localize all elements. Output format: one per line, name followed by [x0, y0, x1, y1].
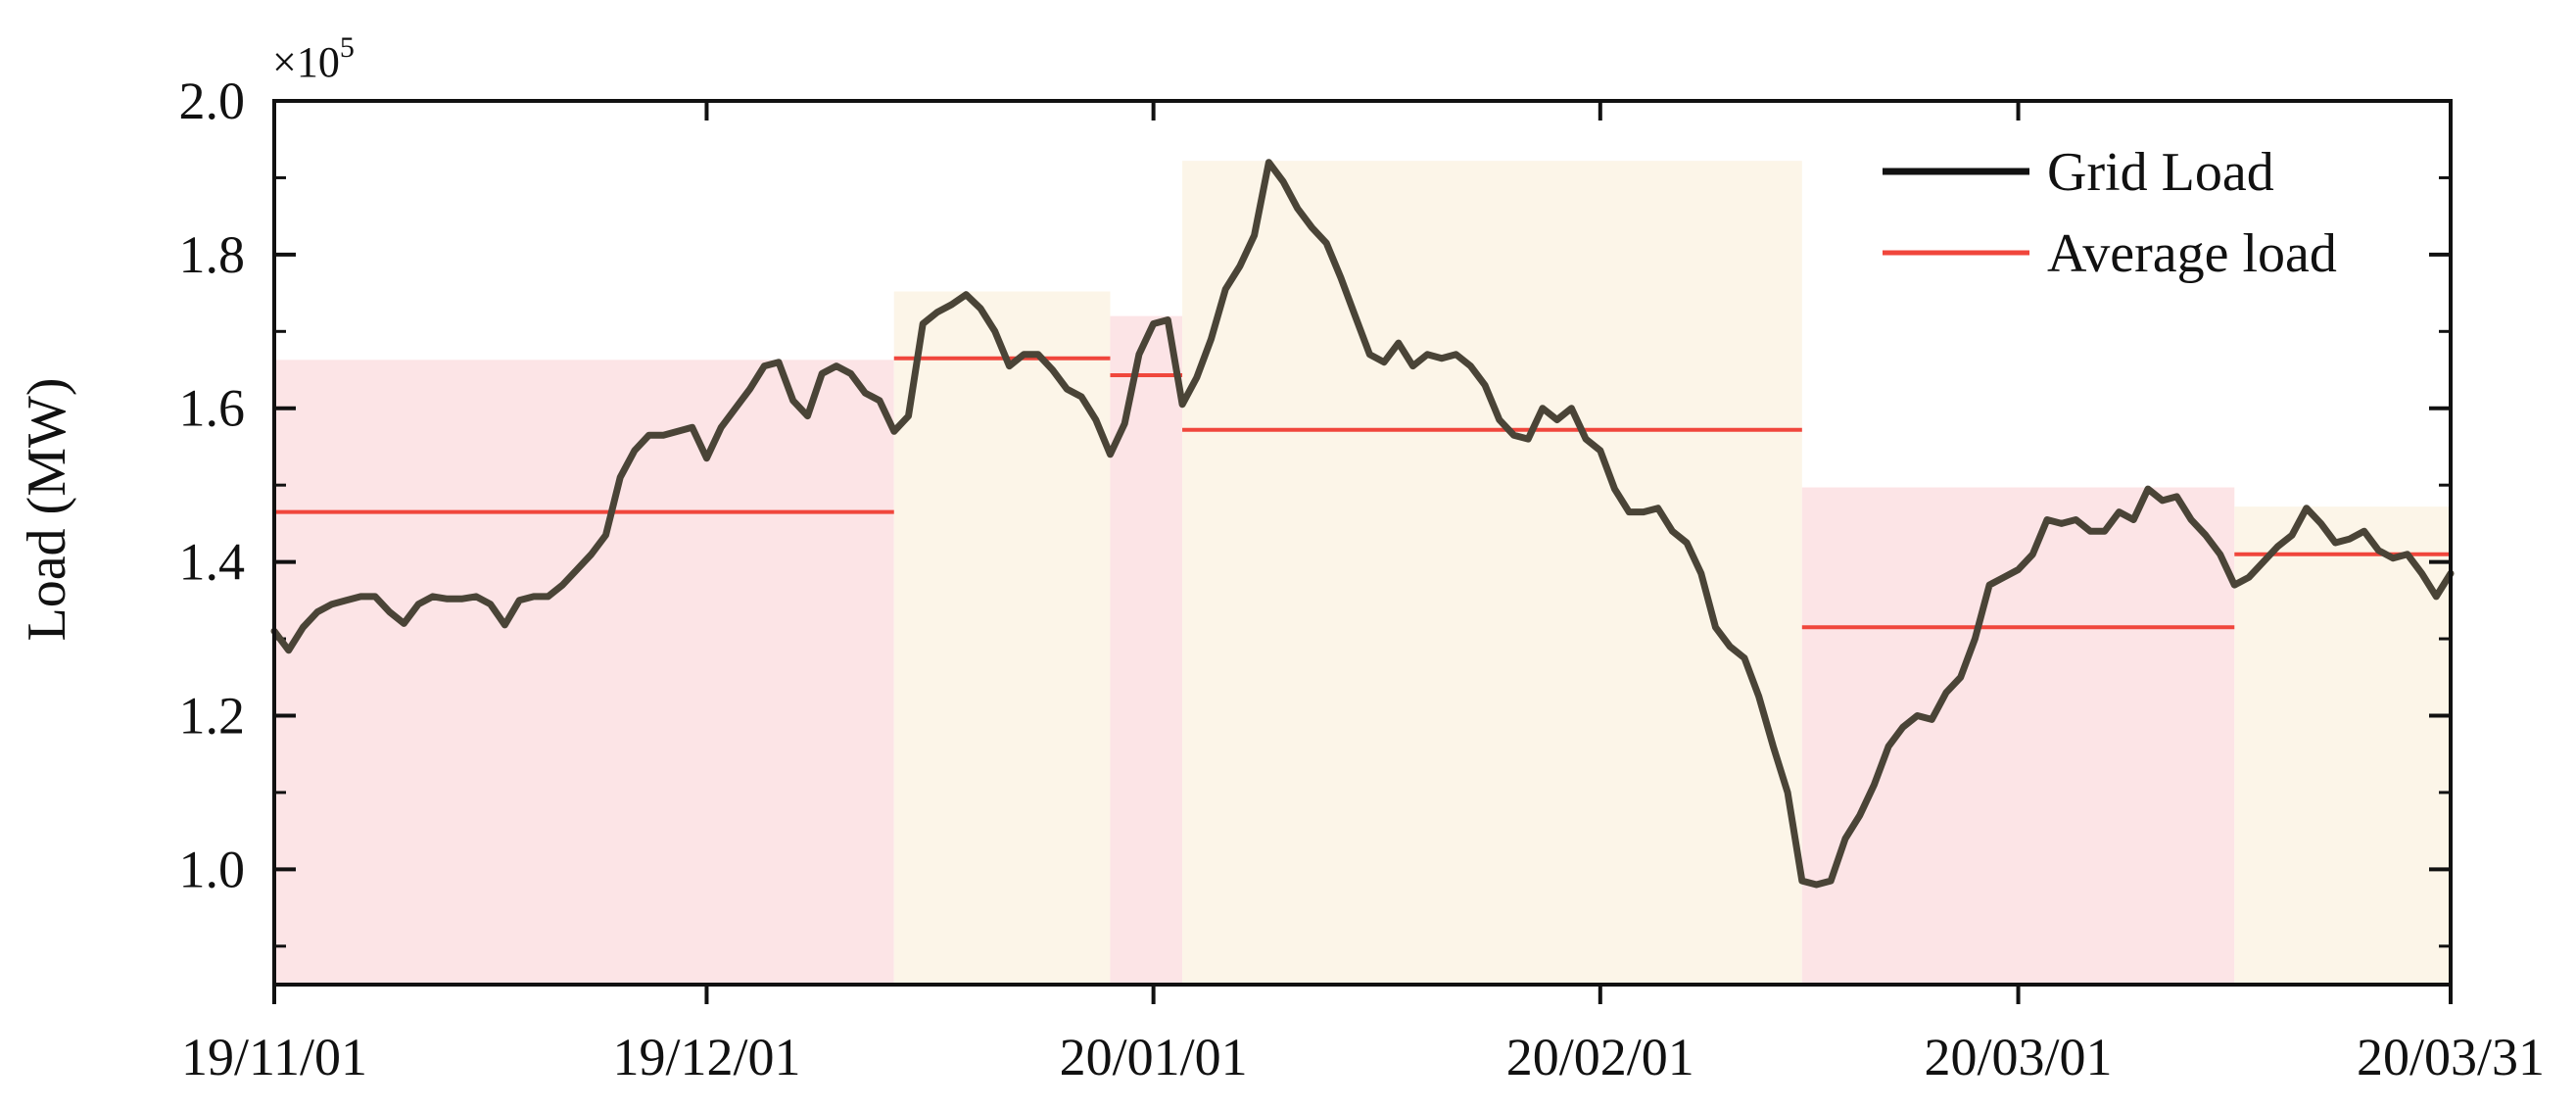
grid-load-series — [270, 159, 2455, 889]
legend-label-average-load: Average load — [2047, 223, 2337, 284]
x-tick-label-2: 19/12/01 — [612, 1028, 800, 1086]
x-tick-label-3: 20/01/01 — [1060, 1028, 1248, 1086]
shaded-period-5 — [1801, 487, 2235, 985]
y-axis-multiplier-base: ×10 — [272, 38, 340, 86]
shaded-period-2 — [893, 291, 1111, 985]
average-load-series — [274, 356, 2451, 630]
y-tick-label-1: 1.0 — [179, 840, 246, 898]
legend: Grid Load Average load — [1883, 142, 2337, 284]
y-tick-label-5: 1.8 — [179, 225, 246, 284]
x-tick-label-6: 20/03/31 — [2357, 1028, 2545, 1086]
y-axis-title: Load (MW) — [17, 377, 77, 641]
y-tick-label-4: 1.6 — [179, 379, 246, 438]
grid-load-line — [270, 159, 2455, 889]
shaded-period-4 — [1182, 161, 1802, 985]
shaded-period-6 — [2234, 506, 2451, 985]
shaded-periods — [274, 161, 2451, 986]
legend-label-grid-load: Grid Load — [2047, 142, 2274, 203]
y-tick-label-6: 2.0 — [179, 72, 246, 130]
y-tick-label-2: 1.2 — [179, 686, 246, 745]
y-tick-label-3: 1.4 — [179, 533, 246, 592]
x-tick-label-4: 20/02/01 — [1506, 1028, 1694, 1086]
shaded-period-1 — [274, 360, 894, 986]
shaded-period-3 — [1110, 315, 1183, 985]
x-tick-label-1: 19/11/01 — [181, 1028, 367, 1086]
y-axis-multiplier: ×105 — [272, 31, 355, 86]
x-tick-label-5: 20/03/01 — [1925, 1028, 2113, 1086]
plot-frame — [272, 99, 2453, 987]
tick-labels: 1.0 1.2 1.4 1.6 1.8 2.0 19/11/01 19/12/01 20/01/… — [179, 72, 2546, 1086]
y-axis-multiplier-exponent: 5 — [340, 31, 355, 64]
